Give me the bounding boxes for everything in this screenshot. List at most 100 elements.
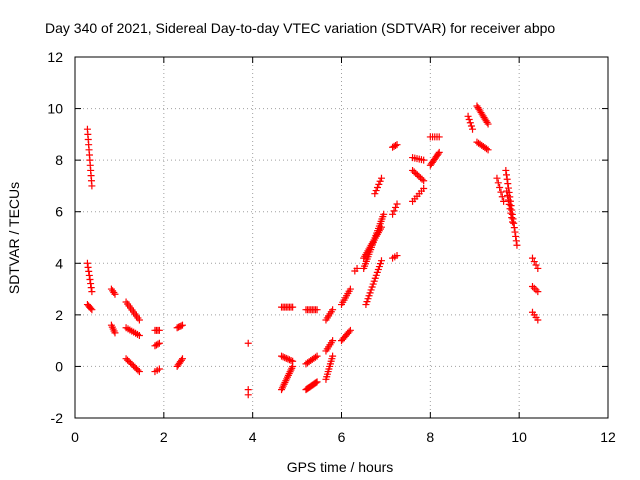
y-tick-label: 6 [55,204,63,220]
data-point [435,133,443,141]
data-point [390,142,398,150]
data-point [329,337,337,345]
data-point [111,329,119,337]
data-point [392,203,400,211]
y-tick-label: 10 [47,101,63,117]
data-point [512,232,520,240]
data-point [513,241,521,249]
data-point [375,180,383,188]
data-point [390,207,398,215]
data-point [87,284,95,292]
data-point [389,143,397,151]
data-point [377,174,385,182]
data-point [313,378,321,386]
data-point [278,352,286,360]
data-point [412,169,420,177]
data-point [418,175,426,183]
data-point [135,331,143,339]
data-point [493,174,501,182]
data-point [88,306,96,314]
data-point [420,156,428,164]
data-point [420,185,428,193]
data-point [284,355,292,363]
data-point [329,306,337,314]
data-point [469,125,477,133]
data-point [484,120,492,128]
data-point [329,352,337,360]
data-point [464,112,472,120]
data-point [483,118,491,126]
data-point [534,316,542,324]
y-tick-label: 2 [55,307,63,323]
data-point [510,224,518,232]
data-point [83,259,91,267]
data-point [508,206,516,214]
data-point [86,275,94,283]
data-point [508,210,516,218]
data-point [155,326,163,334]
data-point [87,280,95,288]
data-point [504,180,512,188]
data-point [346,285,354,293]
data-point [289,362,297,370]
data-point [88,182,96,190]
data-point [154,340,162,348]
data-point [279,353,287,361]
data-point [312,379,320,387]
data-point [500,197,508,205]
data-point [244,339,252,347]
data-point [534,288,542,296]
data-point [345,328,353,336]
data-point [528,254,536,262]
data-point [466,119,474,127]
data-point [110,289,118,297]
data-point [510,219,518,227]
data-point [484,146,492,154]
data-point [511,228,519,236]
axis-ticks: 0 2 4 6 8 10 12 -2 0 2 4 6 8 10 12 [47,49,616,445]
chart-title: Day 340 of 2021, Sidereal Day-to-day VTE… [45,20,555,36]
data-point [135,316,143,324]
data-point [502,166,510,174]
data-point [377,257,385,265]
data-point [482,145,490,153]
data-point [380,210,388,218]
data-point [504,184,512,192]
data-point [504,196,512,204]
data-point [530,284,538,292]
data-point [393,252,401,260]
data-point [505,200,513,208]
data-point [346,326,354,334]
data-point [413,171,421,179]
x-tick-label: 8 [426,429,434,445]
data-point [178,321,186,329]
data-point [152,341,160,349]
data-point [111,290,119,298]
data-point [496,183,504,191]
data-point [151,342,159,350]
data-point [465,116,473,124]
y-tick-label: 8 [55,152,63,168]
data-point [532,261,540,269]
data-point [177,322,185,330]
data-point [313,306,321,314]
data-point [178,355,186,363]
data-point [504,192,512,200]
data-point [389,210,397,218]
data-point [507,209,515,217]
data-point [393,141,401,149]
data-point [88,288,96,296]
data-point [498,193,506,201]
data-point [509,218,517,226]
x-tick-label: 12 [600,429,616,445]
data-point [528,282,536,290]
data-point [409,166,417,174]
data-point [353,264,361,272]
y-tick-label: -2 [51,410,64,426]
data-point [503,187,511,195]
data-point [134,366,142,374]
data-point [281,354,289,362]
data-point [512,237,520,245]
data-point [373,183,381,191]
data-point [85,271,93,279]
